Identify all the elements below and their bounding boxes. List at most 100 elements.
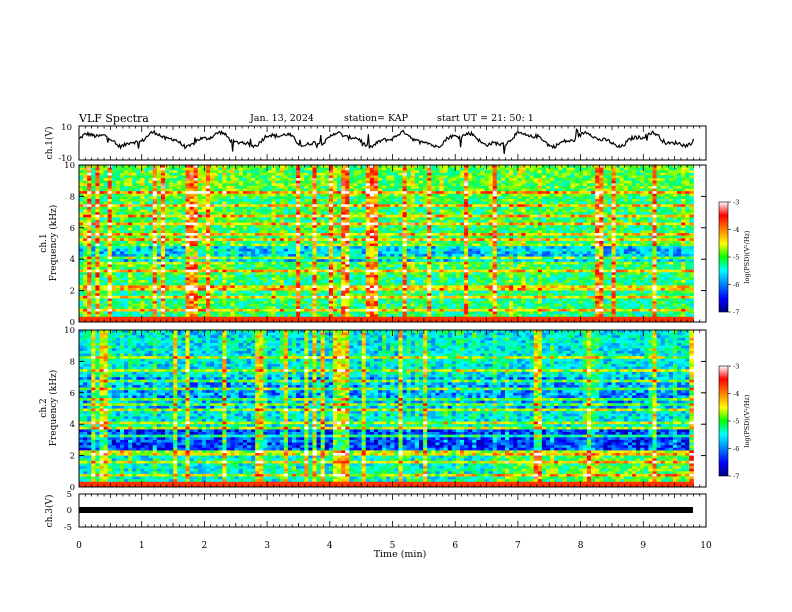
spectrogram-cell [83, 264, 88, 268]
spectrogram-cell [165, 235, 170, 239]
spectrogram-cell [124, 172, 129, 176]
spectrogram-cell [324, 180, 330, 184]
spectrogram-cell [287, 316, 293, 320]
spectrogram-cell [91, 282, 96, 286]
spectrogram-cell [144, 178, 150, 182]
spectrogram-cell [242, 212, 248, 216]
spectrogram-cell [353, 256, 358, 260]
spectrogram-cell [107, 277, 113, 281]
spectrogram-cell [398, 188, 404, 192]
spectrogram-cell [357, 274, 363, 278]
spectrogram-cell [378, 206, 383, 210]
spectrogram-cell [255, 303, 260, 307]
spectrogram-cell [242, 209, 248, 213]
spectrogram-cell [165, 259, 170, 263]
spectrogram-cell [312, 206, 317, 210]
spectrogram-cell [345, 280, 350, 284]
spectrogram-cell [136, 175, 141, 179]
spectrogram-cell [119, 311, 125, 315]
spectrogram-cell [312, 209, 317, 213]
spectrogram-cell [369, 196, 375, 200]
spectrogram-cell [357, 293, 363, 297]
spectrogram-cell [316, 319, 322, 323]
spectrogram-cell [128, 238, 133, 242]
spectrogram-cell [324, 308, 330, 312]
spectrogram-cell [308, 280, 313, 284]
spectrogram-cell [156, 188, 162, 192]
spectrogram-cell [115, 306, 121, 310]
spectrogram-cell [279, 306, 285, 310]
spectrogram-cell [83, 219, 88, 223]
spectrogram-cell [144, 193, 150, 197]
spectrogram-cell [357, 191, 363, 195]
spectrogram-cell [394, 175, 399, 179]
spectrogram-cell [205, 235, 211, 239]
spectrogram-cell [189, 285, 195, 289]
spectrogram-cell [312, 227, 317, 231]
spectrogram-cell [193, 246, 199, 250]
spectrogram-cell [320, 298, 326, 302]
spectrogram-cell [410, 183, 416, 187]
spectrogram-cell [263, 243, 268, 247]
spectrogram-cell [300, 274, 305, 278]
spectrogram-cell [324, 206, 330, 210]
spectrogram-cell [103, 178, 109, 182]
spectrogram-cell [148, 316, 154, 320]
spectrogram-cell [369, 277, 375, 281]
spectrogram-cell [304, 303, 309, 307]
spectrogram-cell [226, 308, 231, 312]
spectrogram-cell [107, 235, 113, 239]
spectrogram-cell [361, 240, 367, 244]
spectrogram-cell [279, 319, 285, 323]
spectrogram-cell [345, 256, 350, 260]
spectrogram-cell [177, 170, 182, 174]
spectrogram-cell [324, 191, 330, 195]
spectrogram-cell [259, 212, 264, 216]
spectrogram-cell [79, 214, 84, 218]
spectrogram-cell [328, 233, 334, 237]
spectrogram-cell [197, 295, 203, 299]
spectrogram-cell [177, 301, 182, 305]
spectrogram-cell [263, 188, 268, 192]
spectrogram-cell [173, 319, 178, 323]
spectrogram-cell [238, 243, 244, 247]
spectrogram-cell [124, 293, 129, 297]
spectrogram-cell [296, 267, 301, 271]
spectrogram-cell [390, 298, 395, 302]
spectrogram-cell [91, 206, 96, 210]
spectrogram-cell [103, 170, 109, 174]
spectrogram-cell [275, 248, 281, 252]
spectrogram-cell [349, 206, 354, 210]
spectrogram-cell [115, 180, 121, 184]
spectrogram-cell [173, 269, 178, 273]
spectrogram-cell [316, 301, 322, 305]
spectrogram-cell [242, 277, 248, 281]
spectrogram-cell [349, 227, 354, 231]
spectrogram-cell [373, 290, 379, 294]
spectrogram-cell [79, 267, 84, 271]
spectrogram-cell [115, 319, 121, 323]
spectrogram-cell [115, 175, 121, 179]
spectrogram-cell [79, 191, 84, 195]
spectrogram-cell [394, 212, 399, 216]
spectrogram-cell [394, 303, 399, 307]
spectrogram-cell [398, 225, 404, 229]
spectrogram-cell [87, 175, 92, 179]
spectrogram-cell [275, 201, 281, 205]
spectrogram-cell [361, 272, 367, 276]
spectrogram-cell [210, 196, 215, 200]
spectrogram-cell [382, 269, 387, 273]
spectrogram-cell [165, 214, 170, 218]
spectrogram-cell [205, 240, 211, 244]
spectrogram-cell [332, 272, 338, 276]
spectrogram-cell [402, 183, 408, 187]
spectrogram-cell [160, 193, 166, 197]
spectrogram-cell [390, 274, 395, 278]
spectrogram-cell [201, 217, 207, 221]
spectrogram-cell [292, 298, 297, 302]
spectrogram-cell [238, 238, 244, 242]
spectrogram-cell [218, 290, 223, 294]
spectrogram-cell [214, 246, 219, 250]
spectrogram-cell [361, 199, 367, 203]
spectrogram-cell [246, 178, 252, 182]
